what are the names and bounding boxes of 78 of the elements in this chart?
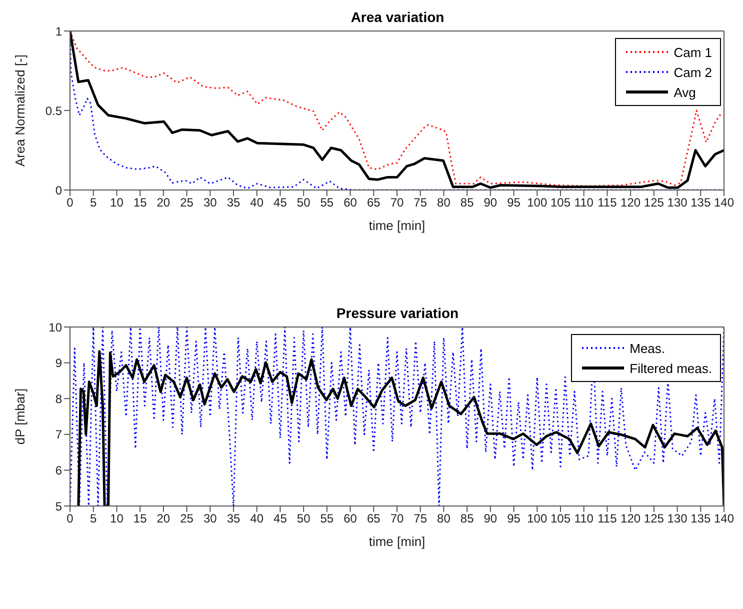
x-tick-label: 50	[296, 512, 311, 526]
x-tick-label: 25	[180, 196, 194, 210]
x-tick-label: 5	[90, 512, 98, 526]
x-tick-label: 45	[274, 196, 288, 210]
x-tick-label: 130	[667, 512, 688, 526]
y-axis-title: Area Normalized [-]	[12, 54, 28, 166]
legend-label: Filtered meas.	[630, 360, 712, 376]
x-tick-label: 75	[414, 196, 428, 210]
x-tick-label: 60	[344, 512, 358, 526]
y-tick-label: 10	[48, 320, 62, 334]
x-tick-label: 15	[133, 196, 148, 210]
x-tick-label: 85	[460, 512, 474, 526]
x-tick-label: 85	[460, 196, 474, 210]
x-tick-label: 100	[527, 512, 548, 526]
x-tick-label: 80	[437, 512, 451, 526]
chart-title: Pressure variation	[336, 305, 459, 321]
x-tick-label: 100	[527, 196, 548, 210]
x-tick-label: 70	[390, 512, 404, 526]
y-tick-label: 6	[55, 463, 62, 478]
legend-label: Avg	[674, 84, 696, 100]
x-tick-label: 75	[414, 512, 428, 526]
y-tick-label: 0.5	[45, 104, 62, 118]
x-tick-label: 115	[598, 196, 618, 210]
x-tick-label: 70	[390, 196, 404, 210]
x-tick-label: 110	[574, 512, 594, 526]
y-tick-label: 7	[55, 428, 62, 442]
x-tick-label: 110	[574, 196, 594, 210]
x-tick-label: 55	[320, 512, 334, 526]
x-tick-label: 55	[320, 196, 334, 210]
x-tick-label: 15	[133, 512, 148, 526]
x-tick-label: 130	[667, 196, 688, 210]
x-tick-label: 5	[90, 196, 98, 210]
x-tick-label: 140	[714, 196, 734, 210]
x-tick-label: 10	[110, 196, 124, 210]
y-tick-label: 1	[55, 24, 62, 38]
x-tick-label: 95	[507, 196, 521, 210]
legend-label: Cam 2	[674, 64, 712, 80]
legend-label: Meas.	[630, 340, 666, 356]
x-tick-label: 60	[344, 196, 358, 210]
x-tick-label: 30	[203, 512, 218, 526]
x-tick-label: 40	[250, 512, 264, 526]
x-tick-label: 105	[550, 196, 571, 210]
x-tick-label: 90	[484, 512, 498, 526]
x-tick-label: 90	[484, 196, 498, 210]
chart-title: Area variation	[350, 9, 444, 25]
legend-label: Cam 1	[674, 44, 712, 60]
x-tick-label: 125	[644, 512, 664, 526]
y-tick-label: 9	[55, 356, 62, 370]
x-tick-label: 65	[366, 512, 381, 526]
x-axis-title: time [min]	[368, 218, 426, 233]
x-tick-label: 20	[156, 196, 170, 210]
y-tick-label: 0	[55, 183, 62, 198]
x-tick-label: 80	[437, 196, 451, 210]
x-tick-label: 45	[274, 512, 288, 526]
y-axis-title: dP [mbar]	[12, 388, 28, 445]
x-tick-label: 30	[203, 196, 218, 210]
x-tick-label: 40	[250, 196, 264, 210]
x-tick-label: 125	[644, 196, 664, 210]
x-axis-title: time [min]	[368, 534, 426, 549]
x-tick-label: 25	[180, 512, 194, 526]
x-tick-label: 50	[296, 196, 311, 210]
x-tick-label: 20	[156, 512, 170, 526]
x-tick-label: 65	[366, 196, 381, 210]
x-tick-label: 120	[620, 196, 641, 210]
x-tick-label: 135	[690, 512, 711, 526]
x-tick-label: 95	[507, 512, 521, 526]
x-tick-label: 35	[226, 512, 240, 526]
x-tick-label: 0	[66, 512, 74, 526]
x-tick-label: 135	[690, 196, 711, 210]
x-tick-label: 0	[66, 196, 74, 210]
x-tick-label: 105	[550, 512, 571, 526]
x-tick-label: 115	[598, 512, 618, 526]
x-tick-label: 35	[226, 196, 240, 210]
x-tick-label: 140	[714, 512, 734, 526]
y-tick-label: 8	[55, 392, 62, 406]
x-tick-label: 120	[620, 512, 641, 526]
y-tick-label: 5	[55, 499, 62, 514]
x-tick-label: 10	[110, 512, 124, 526]
